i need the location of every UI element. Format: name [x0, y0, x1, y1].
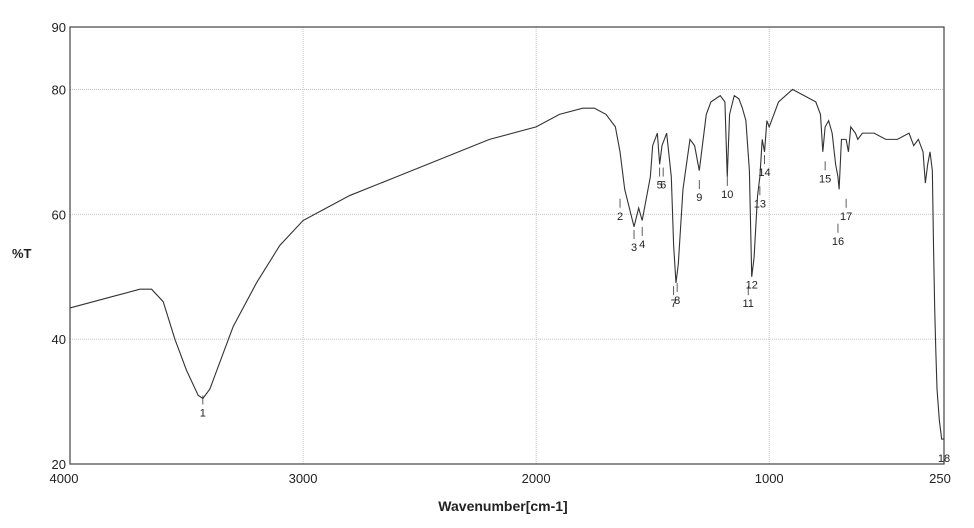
peak-marker-9: 9 — [696, 180, 702, 204]
peak-marker-1: 1 — [200, 395, 206, 419]
peak-marker-7: 7 — [671, 286, 677, 310]
y-tick-label-1: 80 — [52, 82, 66, 97]
x-tick-label-1: 3000 — [289, 471, 318, 486]
peak-label-8: 8 — [674, 295, 680, 307]
y-axis-title: %T — [12, 246, 32, 261]
y-tick-label-3: 40 — [52, 332, 66, 347]
peak-marker-11: 11 — [743, 286, 754, 310]
peak-label-14: 14 — [758, 167, 770, 179]
peak-label-2: 2 — [617, 211, 623, 223]
peak-label-15: 15 — [819, 173, 831, 185]
peak-label-4: 4 — [639, 239, 645, 251]
peak-label-1: 1 — [200, 407, 206, 419]
peak-label-10: 10 — [721, 189, 733, 201]
peak-label-16: 16 — [832, 236, 844, 248]
grid — [70, 27, 944, 464]
y-tick-label-2: 60 — [52, 207, 66, 222]
peak-marker-6: 6 — [660, 167, 666, 192]
peak-label-17: 17 — [840, 211, 852, 223]
spectrum-line — [69, 88, 944, 440]
x-tick-label-2: 2000 — [522, 471, 551, 486]
peak-marker-12: 12 — [746, 267, 758, 291]
peak-label-18: 18 — [938, 453, 950, 465]
peak-label-9: 9 — [696, 192, 702, 204]
peak-marker-5: 5 — [657, 167, 663, 192]
peak-label-12: 12 — [746, 279, 758, 291]
y-axis-ticks: 90 80 60 40 20 — [52, 20, 66, 472]
peak-marker-17: 17 — [840, 198, 852, 223]
peak-marker-14: 14 — [758, 155, 771, 179]
peak-marker-18: 18 — [938, 453, 950, 465]
peak-label-11: 11 — [743, 298, 754, 310]
peak-label-6: 6 — [660, 180, 666, 192]
peak-label-3: 3 — [631, 242, 637, 254]
plot-frame — [69, 26, 945, 465]
x-tick-label-3: 1000 — [755, 471, 784, 486]
y-tick-label-0: 90 — [52, 20, 66, 35]
peak-marker-2: 2 — [617, 198, 623, 223]
y-tick-label-4: 20 — [52, 457, 66, 472]
x-axis-title: Wavenumber[cm-1] — [438, 498, 567, 514]
peak-label-7: 7 — [671, 298, 677, 310]
peak-marker-8: 8 — [674, 283, 680, 307]
peak-marker-3: 3 — [631, 230, 637, 254]
x-tick-label-4: 250 — [929, 471, 951, 486]
peak-marker-15: 15 — [819, 161, 831, 185]
peak-label-13: 13 — [754, 198, 766, 210]
peak-marker-10: 10 — [721, 176, 733, 201]
peak-marker-13: 13 — [754, 186, 766, 210]
x-tick-label-0: 4000 — [50, 471, 79, 486]
x-axis-ticks: 4000 3000 2000 1000 250 — [50, 471, 951, 486]
peak-marker-4: 4 — [639, 226, 645, 251]
peak-label-5: 5 — [657, 180, 663, 192]
peak-marker-16: 16 — [832, 223, 844, 248]
